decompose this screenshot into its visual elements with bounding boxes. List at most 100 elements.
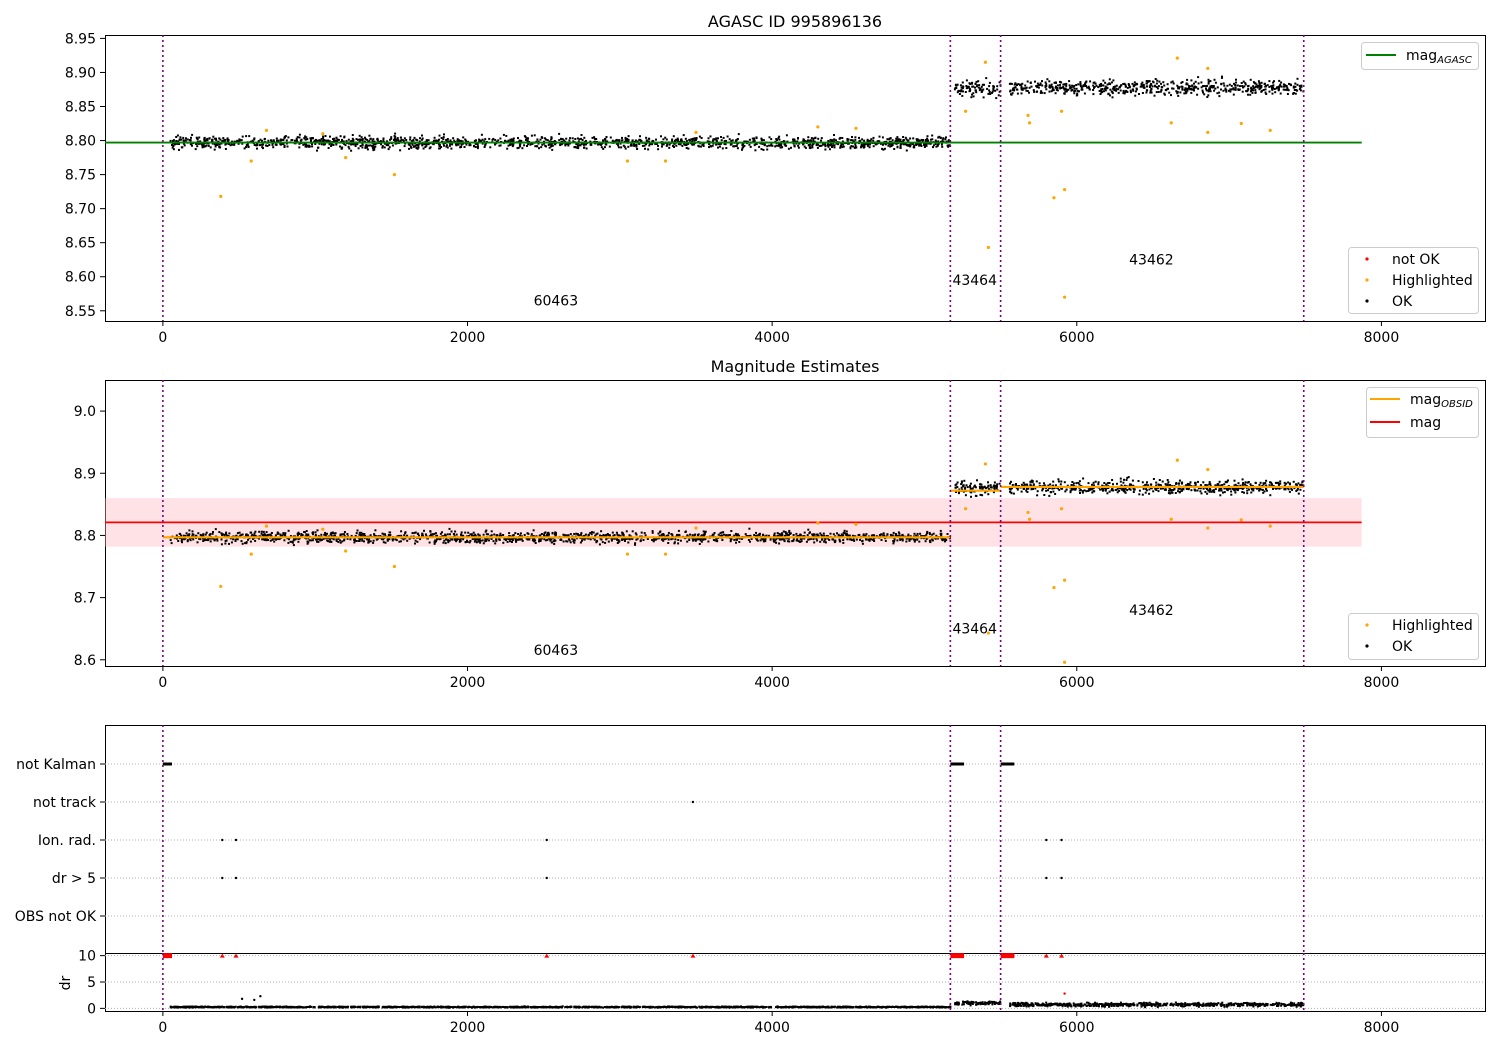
ok-point (651, 143, 654, 146)
ok-point (269, 533, 272, 536)
ok-point (992, 491, 995, 494)
ok-point (838, 535, 840, 537)
ok-point (1241, 483, 1244, 486)
ok-point (381, 146, 384, 149)
ok-point (1273, 80, 1275, 83)
ok-point (475, 538, 478, 540)
ok-point (918, 540, 921, 543)
ok-point (1191, 84, 1194, 87)
ok-point (872, 534, 875, 537)
ok-point (364, 146, 367, 149)
ok-point (298, 533, 301, 535)
ok-point (442, 138, 445, 141)
ok-point (1014, 82, 1017, 85)
ok-point (454, 530, 457, 533)
highlighted-point (625, 552, 630, 556)
ok-point (1141, 81, 1144, 84)
ok-point (1279, 480, 1282, 483)
ok-point (919, 532, 922, 535)
ok-point (511, 145, 514, 148)
ok-point (569, 541, 572, 544)
ok-point (864, 534, 867, 537)
ok-point (268, 533, 271, 536)
ok-point (483, 140, 486, 143)
ok-point (1020, 92, 1023, 95)
ok-point (429, 533, 432, 536)
ok-point (617, 539, 620, 541)
ok-point (587, 533, 590, 536)
ok-point (960, 89, 963, 92)
ok-point (1250, 491, 1253, 494)
ok-point (265, 144, 267, 147)
ok-point (446, 138, 449, 140)
ok-point (339, 539, 341, 542)
ok-point (816, 533, 819, 536)
ok-point (1158, 80, 1161, 83)
ok-point (638, 142, 641, 145)
ok-point (245, 535, 247, 537)
ok-point (1141, 92, 1144, 94)
ok-point (1163, 92, 1166, 95)
ok-point (715, 537, 718, 540)
ok-point (172, 145, 175, 147)
ok-point (725, 139, 728, 142)
ok-point (843, 529, 846, 532)
ok-point (1081, 491, 1084, 494)
ok-point (546, 139, 549, 142)
ok-point (848, 534, 851, 537)
ok-point (427, 143, 430, 146)
ok-point (862, 146, 865, 149)
ok-point (881, 136, 884, 139)
legend-highlighted-label-2: Highlighted (1392, 618, 1473, 634)
ok-point (1234, 86, 1237, 89)
ok-point (618, 540, 621, 543)
ok-point (639, 540, 642, 543)
ok-point (807, 538, 810, 541)
ok-point (1155, 91, 1158, 94)
ok-point (1098, 83, 1101, 86)
ok-point (658, 534, 661, 537)
ok-point (908, 539, 911, 542)
ok-point (1218, 480, 1221, 483)
ok-point (905, 540, 908, 543)
ok-point (565, 540, 568, 543)
ok-point (261, 538, 264, 541)
ok-point (329, 135, 331, 138)
ok-point (548, 533, 550, 536)
ok-point (305, 145, 308, 148)
ok-point (1212, 85, 1215, 87)
ok-point (1112, 79, 1115, 82)
ok-point (685, 139, 688, 142)
ok-point (881, 143, 884, 146)
ok-point (1235, 488, 1238, 491)
ok-point (1277, 88, 1280, 91)
ok-point (455, 533, 458, 536)
ok-point (946, 533, 949, 535)
ok-point (547, 531, 550, 534)
ok-point (1285, 482, 1287, 485)
ok-point (423, 529, 425, 532)
ok-point (872, 139, 875, 142)
ok-point (974, 86, 976, 89)
ok-point (368, 134, 371, 137)
ok-point (555, 533, 557, 536)
ok-point (1050, 85, 1053, 88)
ok-point (1151, 85, 1154, 88)
ok-point (1152, 478, 1155, 480)
ok-point (456, 138, 459, 141)
ok-point (1194, 481, 1197, 484)
ok-point (956, 481, 959, 484)
ok-point (1050, 90, 1053, 93)
ok-point (413, 136, 416, 139)
ok-point (947, 140, 950, 143)
ok-point (201, 146, 204, 149)
ok-point (277, 537, 280, 540)
ok-point (551, 148, 554, 151)
ok-point (895, 139, 898, 142)
ok-point (1204, 490, 1207, 493)
ok-point (562, 139, 565, 142)
ok-point (538, 540, 540, 543)
ok-point (1234, 483, 1237, 486)
ok-point (862, 533, 865, 536)
ok-point (1106, 492, 1109, 495)
